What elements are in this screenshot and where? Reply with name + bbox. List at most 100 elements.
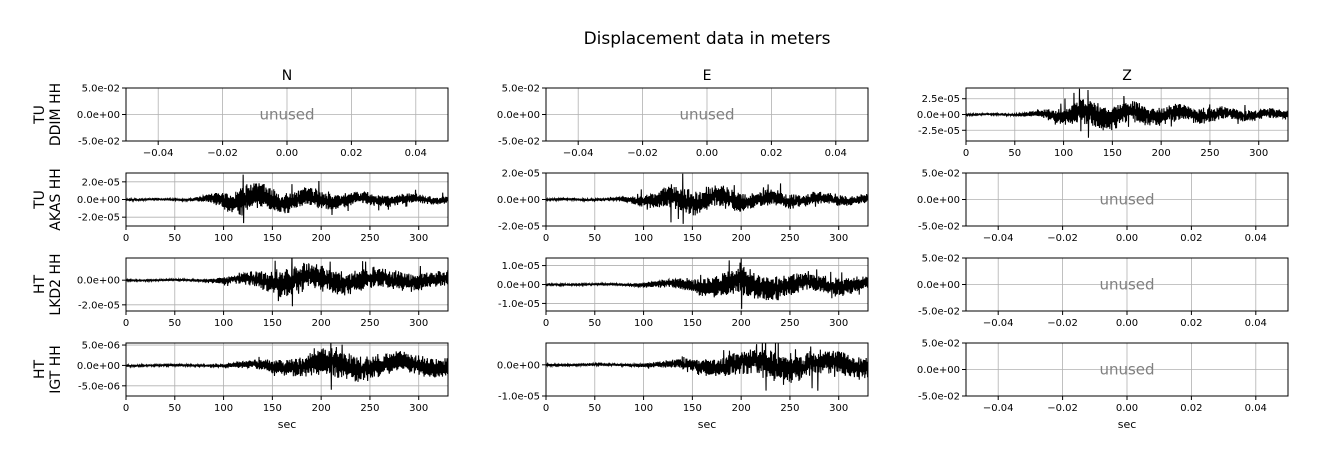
x-tick-label: −0.04 [983,318,1014,329]
x-tick-label: 100 [634,233,653,244]
x-tick-label: 50 [588,233,601,244]
y-tick-label: 5.0e-06 [82,341,120,352]
row-label-network: HT [32,275,48,295]
y-tick-label: 5.0e-02 [922,339,960,350]
trace-line [126,258,448,307]
x-tick-label: 100 [214,403,233,414]
x-tick-label: 0 [543,233,549,244]
x-tick-label: 0.04 [405,148,427,159]
y-tick-label: -5.0e-02 [918,307,960,318]
y-tick-label: -2.0e-05 [78,300,120,311]
x-tick-label: 50 [1008,148,1021,159]
y-tick-label: 0.0e+00 [917,195,960,206]
x-tick-label: 100 [634,318,653,329]
x-tick-label: 150 [683,318,702,329]
x-tick-label: −0.02 [1047,233,1078,244]
row-label-station: IGT HH [48,345,64,394]
x-tick-label: 250 [780,403,799,414]
axes-frame [125,342,449,397]
row-label-station: LKD2 HH [48,253,64,315]
row-label: TU AKAS HH [32,168,64,230]
y-tick-label: -1.0e-05 [498,299,540,310]
panel-r3-c0: 0 50 100 150 200 250 300 5.0e-06 0.0e+00 -5.0e-06… [77,341,449,431]
x-tick-label: 150 [683,403,702,414]
x-tick-label: 100 [214,318,233,329]
x-tick-label: 0 [543,403,549,414]
column-title: E [703,68,712,84]
x-tick-label: 300 [409,233,428,244]
x-tick-label: 0.00 [1116,318,1138,329]
y-tick-label: 1.0e-05 [502,261,540,272]
y-tick-label: 0.0e+00 [497,195,540,206]
x-tick-label: 150 [263,403,282,414]
y-tick-label: 0.0e+00 [77,110,120,121]
row-label: HT IGT HH [32,345,64,394]
x-tick-label: 250 [360,403,379,414]
y-tick-label: -5.0e-02 [498,137,540,148]
y-tick-label: -2.0e-05 [498,222,540,233]
x-tick-label: 0.02 [1180,233,1202,244]
x-tick-label: 200 [732,403,751,414]
y-tick-label: 0.0e+00 [917,365,960,376]
x-tick-label: 50 [168,233,181,244]
x-tick-label: −0.04 [983,403,1014,414]
y-tick-label: 0.0e+00 [497,360,540,371]
unused-text: unused [1099,361,1154,379]
y-tick-label: -2.0e-05 [78,213,120,224]
x-tick-label: 0.02 [1180,318,1202,329]
panel-r2-c1: 0 50 100 150 200 250 300 1.0e-05 0.0e+00 -1.0e-05 [497,257,869,329]
x-tick-label: 0.00 [696,148,718,159]
unused-text: unused [1099,276,1154,294]
y-tick-label: 0.0e+00 [497,280,540,291]
panel-r0-c2: 0 50 100 150 200 250 300 2.5e-05 0.0e+00 -2.5e-05… [917,68,1289,159]
panel-r2-c0: 0 50 100 150 200 250 300 0.0e+00 -2.0e-05 [77,257,449,329]
panel-r3-c1: 0 50 100 150 200 250 300 0.0e+00 -1.0e-05 sec [497,342,869,431]
row-label-network: TU [32,105,48,125]
unused-text: unused [1099,191,1154,209]
trace-line [546,173,868,224]
row-label-network: TU [32,190,48,210]
y-tick-label: 5.0e-02 [922,169,960,180]
x-tick-label: −0.04 [143,148,174,159]
y-tick-label: -5.0e-02 [78,137,120,148]
x-tick-label: 300 [1249,148,1268,159]
x-tick-label: 0 [963,148,969,159]
x-tick-label: −0.04 [983,233,1014,244]
row-label-station: AKAS HH [48,168,64,230]
x-tick-label: 50 [588,318,601,329]
x-tick-label: 0.04 [825,148,847,159]
row-label: HT LKD2 HH [32,253,64,315]
x-tick-label: 300 [829,318,848,329]
x-tick-label: 300 [409,403,428,414]
x-tick-label: 200 [732,318,751,329]
x-tick-label: 0.02 [1180,403,1202,414]
x-tick-label: 200 [312,318,331,329]
y-tick-label: -5.0e-06 [78,381,120,392]
y-tick-label: 0.0e+00 [917,110,960,121]
y-tick-label: -1.0e-05 [498,392,540,403]
unused-text: unused [259,106,314,124]
x-tick-label: 0.04 [1245,318,1267,329]
y-tick-label: 5.0e-02 [922,254,960,265]
trace-line [546,343,868,391]
y-tick-label: 0.0e+00 [917,280,960,291]
panel-r0-c1: unused −0.04 −0.02 0.00 0.02 0.04 5.0e-02 0.0e+… [497,68,869,159]
x-tick-label: −0.02 [627,148,658,159]
x-tick-label: 0 [543,318,549,329]
x-tick-label: 0.04 [1245,403,1267,414]
x-axis-label: sec [278,418,297,431]
trace-line [126,174,448,224]
x-tick-label: 250 [1200,148,1219,159]
x-tick-label: −0.02 [1047,403,1078,414]
y-tick-label: 0.0e+00 [77,195,120,206]
x-tick-label: 50 [168,403,181,414]
panel-r1-c1: 0 50 100 150 200 250 300 2.0e-05 0.0e+00 -2.0e-05 [497,169,869,244]
x-tick-label: 100 [1054,148,1073,159]
y-tick-label: 2.5e-05 [922,94,960,105]
x-tick-label: −0.02 [1047,318,1078,329]
x-tick-label: 100 [214,233,233,244]
x-tick-label: 50 [588,403,601,414]
